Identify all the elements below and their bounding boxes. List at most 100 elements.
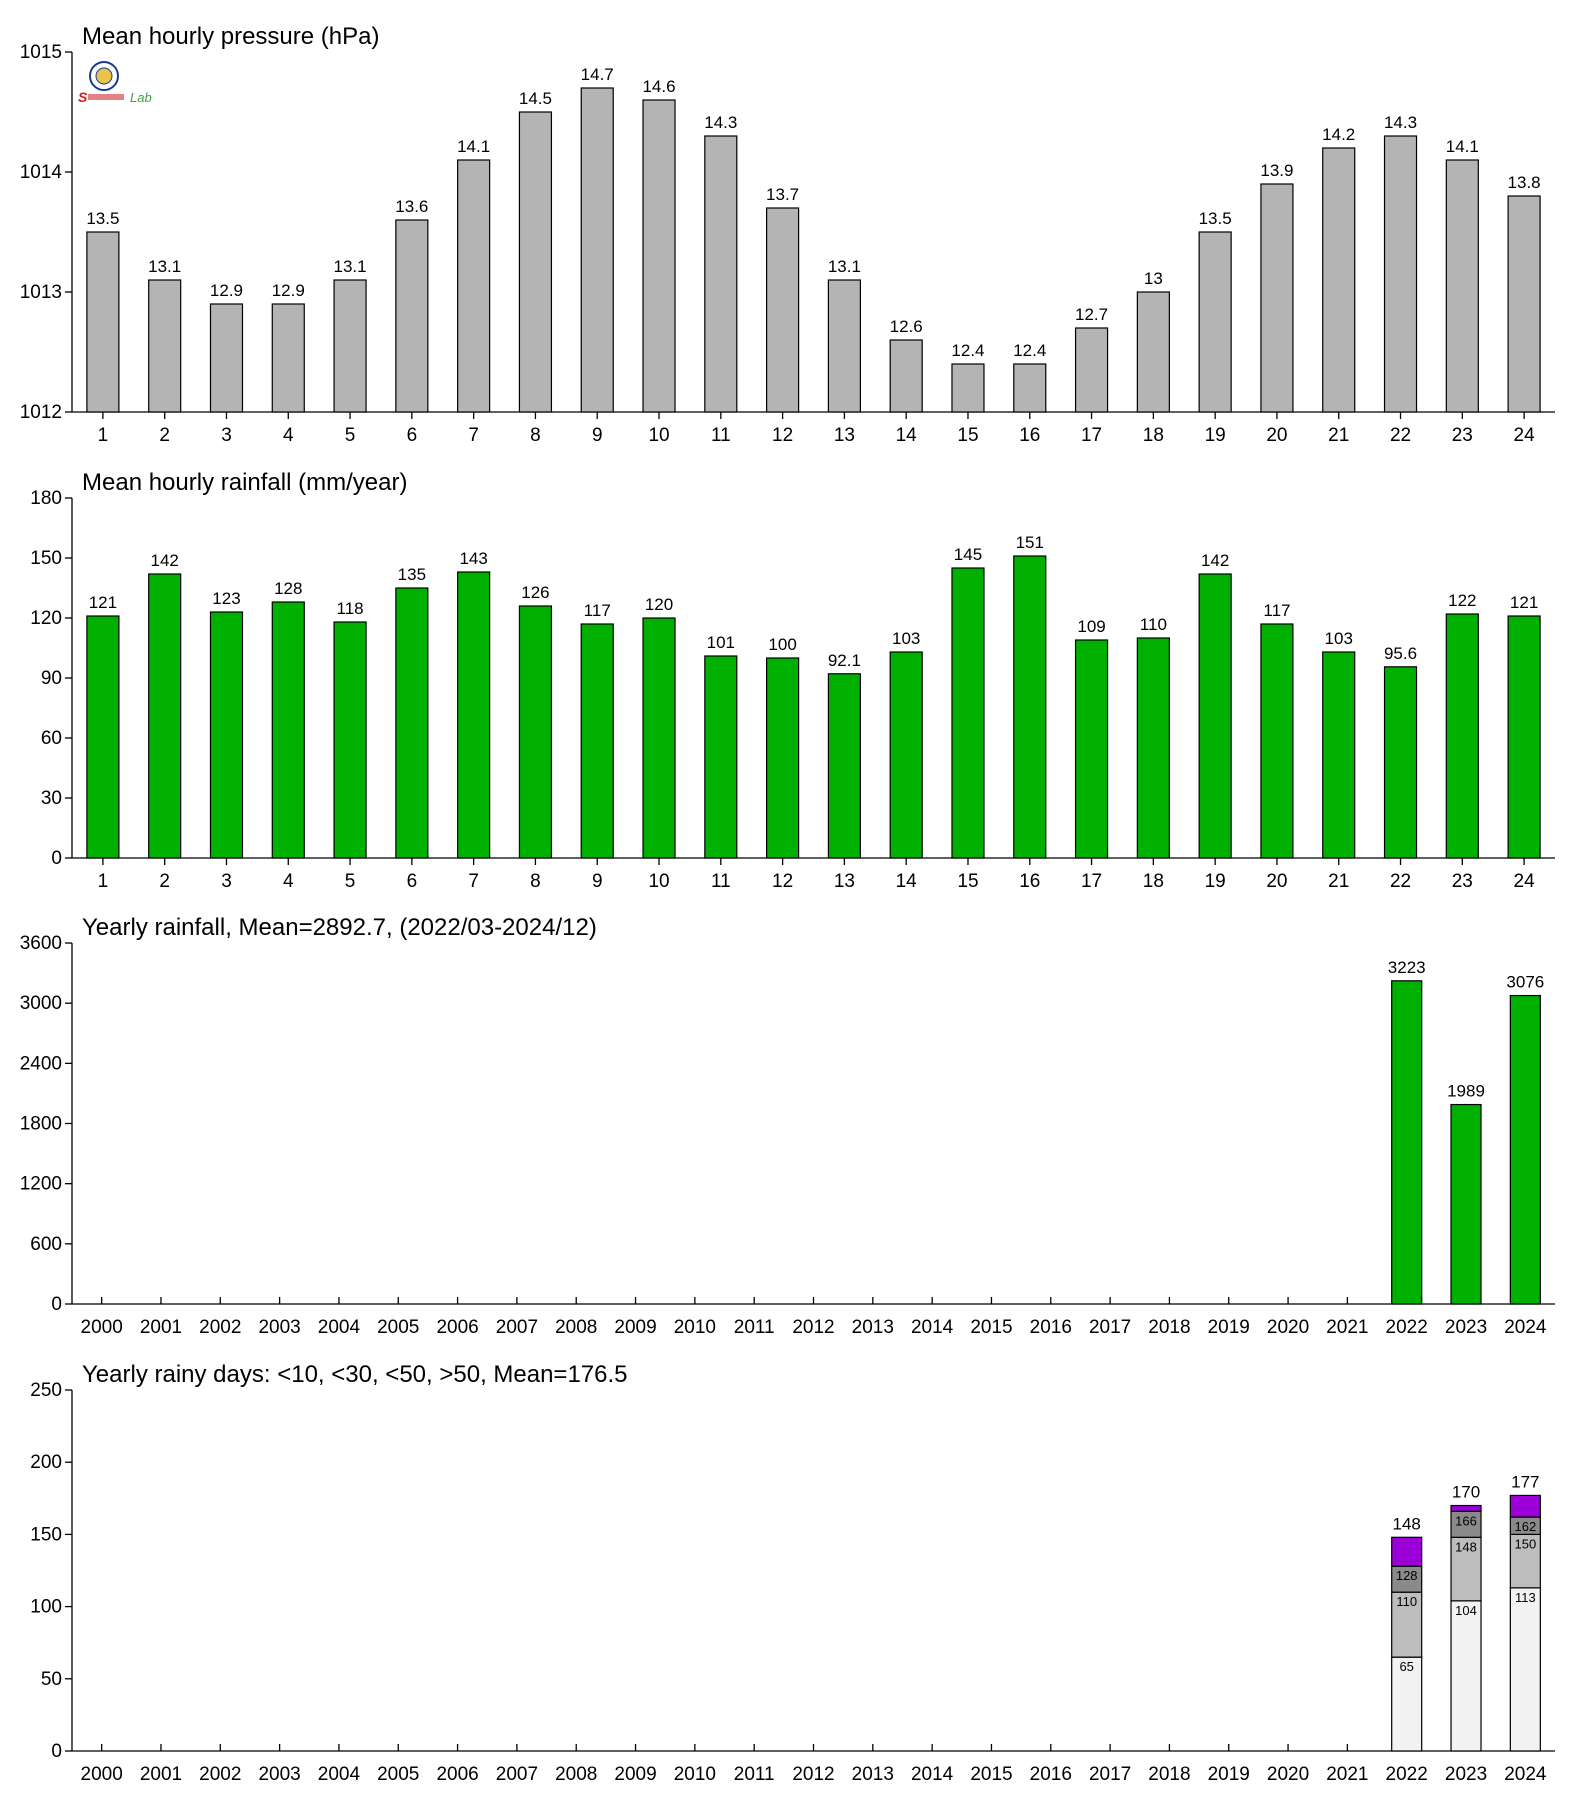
bar-value-label: 14.7: [581, 65, 614, 84]
logo-text: Lab: [130, 90, 152, 105]
chart-title: Yearly rainfall, Mean=2892.7, (2022/03-2…: [82, 914, 597, 941]
y-tick-label: 90: [41, 668, 62, 689]
x-tick-label: 21: [1328, 425, 1349, 446]
bar: [1507, 615, 1541, 859]
x-tick-label: 20: [1266, 425, 1287, 446]
bar-value-label: 14.2: [1322, 125, 1355, 144]
x-tick-label: 17: [1081, 871, 1102, 892]
x-tick-label: 2024: [1504, 1317, 1547, 1338]
yearly-rainfall-chart: Yearly rainfall, Mean=2892.7, (2022/03-2…: [20, 914, 1555, 1338]
x-tick-label: 19: [1205, 871, 1226, 892]
x-tick-label: 2013: [852, 1764, 894, 1785]
x-tick-label: 2006: [436, 1317, 478, 1338]
bar-value-label: 3223: [1388, 958, 1426, 977]
x-tick-label: 6: [407, 425, 418, 446]
x-tick-label: 1: [98, 425, 109, 446]
bar-value-label: 128: [274, 579, 302, 598]
logo-seal-inner-icon: [95, 67, 113, 85]
bar: [518, 111, 553, 413]
bar: [1198, 573, 1232, 859]
segment-value-label: 110: [1396, 1594, 1417, 1609]
x-tick-label: 2005: [377, 1764, 419, 1785]
x-tick-label: 2009: [614, 1317, 656, 1338]
x-tick-label: 21: [1328, 871, 1349, 892]
bar: [209, 611, 244, 859]
x-tick-label: 2014: [911, 1764, 954, 1785]
bar-value-label: 3076: [1506, 973, 1544, 992]
bar: [766, 207, 800, 413]
bar: [209, 303, 244, 413]
bar-value-label: 13.7: [766, 185, 799, 204]
bar-value-label: 145: [954, 545, 982, 564]
x-tick-label: 11: [711, 871, 731, 892]
x-tick-label: 2: [159, 871, 170, 892]
x-tick-label: 9: [592, 425, 603, 446]
bar-value-label: 120: [645, 595, 673, 614]
bar-value-label: 12.4: [951, 341, 984, 360]
x-tick-label: 1: [98, 871, 109, 892]
y-tick-label: 200: [30, 1452, 62, 1473]
x-tick-label: 19: [1205, 425, 1226, 446]
bar-value-label: 12.9: [210, 281, 243, 300]
bar-value-label: 101: [707, 633, 735, 652]
y-tick-label: 600: [30, 1234, 62, 1255]
x-tick-label: 2018: [1148, 1764, 1190, 1785]
bar: [518, 605, 553, 859]
bar: [1260, 623, 1294, 859]
x-tick-label: 2021: [1326, 1764, 1368, 1785]
y-tick-label: 3600: [20, 933, 62, 954]
x-tick-label: 2000: [81, 1764, 123, 1785]
x-tick-label: 10: [648, 425, 669, 446]
bar: [1013, 363, 1047, 413]
bar: [580, 87, 614, 413]
y-tick-label: 150: [30, 548, 62, 569]
bar: [642, 617, 676, 859]
bar: [580, 623, 614, 859]
rainy-days-chart: Yearly rainy days: <10, <30, <50, >50, M…: [30, 1361, 1555, 1785]
x-tick-label: 22: [1390, 425, 1411, 446]
bar: [951, 567, 985, 859]
bar: [1383, 666, 1418, 859]
x-tick-label: 2008: [555, 1317, 597, 1338]
bar-value-label: 13.6: [395, 197, 428, 216]
segment-value-label: 162: [1514, 1519, 1536, 1534]
y-tick-label: 150: [30, 1524, 62, 1545]
y-tick-label: 1015: [20, 42, 62, 63]
y-tick-label: 120: [30, 608, 62, 629]
bar: [951, 363, 985, 413]
x-tick-label: 2006: [436, 1764, 478, 1785]
bar-value-label: 110: [1140, 615, 1167, 634]
x-tick-label: 14: [896, 871, 918, 892]
bar-value-label: 121: [89, 593, 117, 612]
x-tick-label: 14: [896, 425, 918, 446]
x-tick-label: 7: [468, 425, 479, 446]
bar-value-label: 13.5: [86, 209, 119, 228]
x-tick-label: 16: [1019, 425, 1040, 446]
x-tick-label: 2012: [792, 1317, 834, 1338]
x-tick-label: 2015: [970, 1317, 1012, 1338]
x-tick-label: 2022: [1386, 1317, 1428, 1338]
bar-value-label: 13.1: [828, 257, 861, 276]
y-tick-label: 60: [41, 728, 62, 749]
x-tick-label: 2003: [258, 1764, 300, 1785]
x-tick-label: 2020: [1267, 1764, 1309, 1785]
chart-title: Yearly rainy days: <10, <30, <50, >50, M…: [82, 1361, 628, 1388]
x-tick-label: 2005: [377, 1317, 419, 1338]
stack-segment: [1509, 1494, 1541, 1518]
y-tick-label: 1800: [20, 1114, 62, 1135]
y-tick-label: 50: [41, 1669, 62, 1690]
x-tick-label: 12: [772, 425, 793, 446]
bar: [86, 615, 120, 859]
bar: [1445, 159, 1479, 413]
bar: [1509, 994, 1541, 1305]
bar: [457, 159, 491, 413]
x-tick-label: 2016: [1030, 1764, 1072, 1785]
x-tick-label: 2019: [1208, 1764, 1250, 1785]
bar-total-label: 177: [1511, 1472, 1539, 1491]
x-tick-label: 2007: [496, 1764, 538, 1785]
bar-value-label: 1989: [1447, 1082, 1485, 1101]
x-tick-label: 15: [957, 425, 978, 446]
x-tick-label: 2004: [318, 1764, 361, 1785]
x-tick-label: 2010: [674, 1764, 716, 1785]
x-tick-label: 2017: [1089, 1764, 1131, 1785]
